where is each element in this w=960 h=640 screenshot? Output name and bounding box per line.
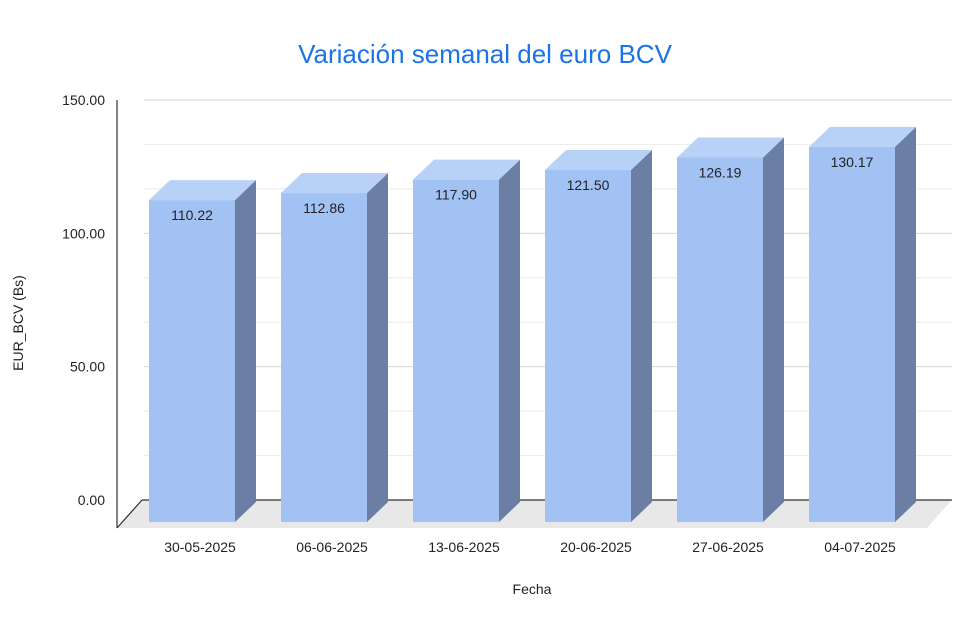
y-axis-label: EUR_BCV (Bs) [10, 275, 26, 371]
data-label: 110.22 [171, 207, 213, 223]
bar-front [809, 146, 895, 522]
x-tick-label: 06-06-2025 [296, 539, 368, 555]
bar-top [281, 173, 388, 194]
y-tick-label: 0.00 [78, 492, 105, 508]
bar-side [895, 126, 916, 522]
x-tick-label: 27-06-2025 [692, 539, 764, 555]
bar-top [545, 150, 652, 170]
bar [677, 137, 784, 522]
bar-side [235, 180, 256, 522]
bar [413, 159, 520, 522]
bar-front [545, 170, 631, 522]
bar-top [413, 159, 520, 180]
x-tick-label: 20-06-2025 [560, 539, 632, 555]
x-tick-label: 13-06-2025 [428, 539, 500, 555]
y-tick-label: 150.00 [62, 92, 105, 108]
bar-side [499, 159, 520, 522]
bar-top [149, 180, 256, 201]
x-tick-label: 30-05-2025 [164, 539, 236, 555]
chart-title: Variación semanal del euro BCV [298, 39, 672, 69]
data-label: 121.50 [567, 177, 610, 193]
bar [281, 173, 388, 523]
bar-side [631, 150, 652, 522]
bar-side [763, 137, 784, 522]
data-label: 112.86 [303, 200, 345, 216]
bar-front [149, 200, 235, 522]
bars [149, 126, 916, 523]
bar-side [367, 173, 388, 523]
bar [545, 150, 652, 522]
y-tick-label: 100.00 [62, 225, 105, 241]
bar-top [677, 137, 784, 158]
bar-front [413, 179, 499, 522]
x-tick-label: 04-07-2025 [824, 539, 896, 555]
bar-front [281, 193, 367, 523]
axis-depth-edge [116, 499, 143, 529]
bar [149, 180, 256, 522]
bar-front [677, 157, 763, 522]
bar [809, 126, 916, 522]
data-label: 130.17 [831, 154, 874, 170]
data-label: 117.90 [435, 187, 477, 203]
y-tick-label: 50.00 [70, 359, 105, 375]
data-label: 126.19 [699, 164, 742, 180]
labels: 0.00 50.00 100.00 150.00 110.22 30-05-2025 112… [62, 92, 896, 555]
bar-top [809, 126, 916, 147]
x-axis-label: Fecha [513, 581, 552, 597]
